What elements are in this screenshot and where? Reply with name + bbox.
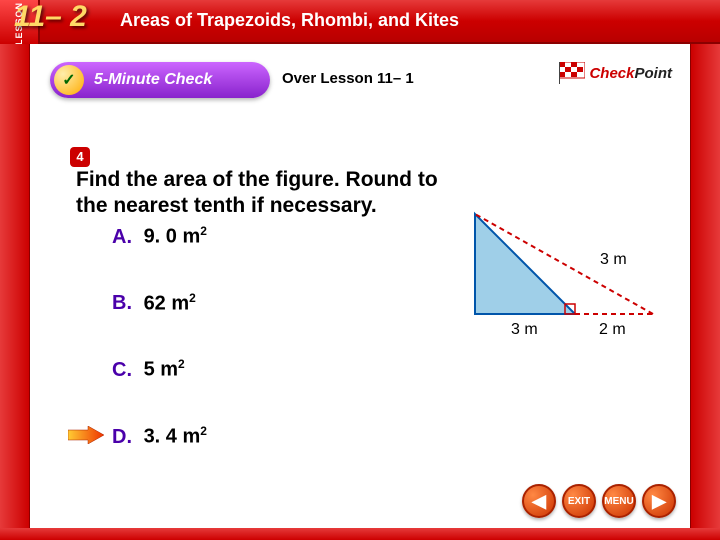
next-icon: ▶ (652, 491, 666, 512)
answer-b-value: 62 m (144, 292, 190, 314)
answer-c[interactable]: C. 5 m2 (112, 357, 207, 382)
answer-b-letter: B. (112, 292, 132, 314)
answer-a-letter: A. (112, 226, 132, 248)
check-glyph: ✓ (62, 70, 75, 90)
answer-list: A. 9. 0 m2 B. 62 m2 C. 5 m2 D. 3. 4 m2 (112, 224, 207, 491)
next-button[interactable]: ▶ (642, 484, 676, 518)
answer-d-exp: 2 (200, 424, 207, 438)
frame-bottom (0, 528, 720, 540)
answer-b[interactable]: B. 62 m2 (112, 291, 207, 316)
fig-label-base2: 2 m (599, 321, 626, 338)
checkered-flag-icon (559, 62, 585, 84)
checkpoint-point: Point (635, 65, 673, 82)
answer-b-exp: 2 (189, 291, 196, 305)
exit-button[interactable]: EXIT (562, 484, 596, 518)
question-row: 4 Find the area of the figure. Round to … (70, 144, 470, 220)
prev-button[interactable]: ◀ (522, 484, 556, 518)
prev-icon: ◀ (532, 491, 546, 512)
checkpoint-check: Check (589, 65, 634, 82)
nav-buttons: ◀ EXIT MENU ▶ (522, 484, 676, 518)
answer-c-letter: C. (112, 359, 132, 381)
lesson-title: Areas of Trapezoids, Rhombi, and Kites (120, 10, 459, 31)
menu-label: MENU (604, 496, 633, 507)
answer-c-value: 5 m (144, 359, 178, 381)
answer-a[interactable]: A. 9. 0 m2 (112, 224, 207, 249)
checkpoint-text: CheckPoint (589, 65, 672, 82)
five-minute-check-label: 5-Minute Check (94, 71, 212, 89)
lesson-number: 11– 2 (14, 0, 87, 34)
question-text: Find the area of the figure. Round to th… (76, 167, 446, 220)
exit-label: EXIT (568, 496, 590, 507)
answer-d-letter: D. (112, 426, 132, 448)
answer-a-value: 9. 0 m (144, 226, 201, 248)
five-minute-check-pill: ✓ 5-Minute Check (50, 62, 270, 98)
frame-right (690, 44, 720, 528)
over-lesson-label: Over Lesson 11– 1 (282, 70, 414, 87)
content-area: ✓ 5-Minute Check Over Lesson 11– 1 Check… (30, 44, 690, 528)
answer-d[interactable]: D. 3. 4 m2 (112, 424, 207, 449)
frame-left (0, 44, 30, 528)
selected-answer-arrow-icon (68, 426, 104, 444)
triangle-figure: 3 m 3 m 2 m (435, 204, 670, 344)
answer-d-value: 3. 4 m (144, 426, 201, 448)
checkmark-icon: ✓ (54, 65, 84, 95)
fig-label-base1: 3 m (511, 321, 538, 338)
fig-label-hyp: 3 m (600, 251, 627, 268)
checkpoint-logo: CheckPoint (559, 62, 672, 84)
lesson-header: LESSON 11– 2 Areas of Trapezoids, Rhombi… (0, 0, 720, 44)
answer-c-exp: 2 (178, 357, 185, 371)
answer-a-exp: 2 (200, 224, 207, 238)
menu-button[interactable]: MENU (602, 484, 636, 518)
question-number-badge: 4 (70, 147, 90, 167)
